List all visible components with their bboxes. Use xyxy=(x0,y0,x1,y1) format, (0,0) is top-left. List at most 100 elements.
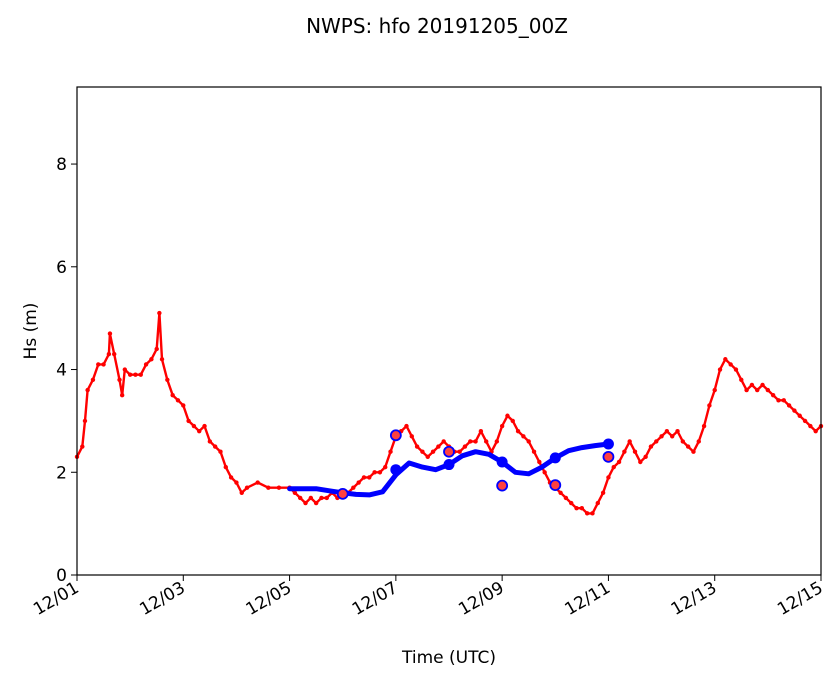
series-0-point-68 xyxy=(436,444,441,449)
series-0-point-102 xyxy=(616,459,622,465)
series-0-point-46 xyxy=(319,495,324,501)
series-0-point-32 xyxy=(223,464,228,470)
series-3-point-2 xyxy=(443,445,455,458)
series-0-point-77 xyxy=(484,439,489,444)
series-0-point-87 xyxy=(537,459,542,465)
series-0-point-1 xyxy=(80,444,85,449)
series-0-point-138 xyxy=(808,423,813,429)
series-0-point-108 xyxy=(648,444,654,449)
series-0-point-127 xyxy=(749,382,755,388)
series-0-point-30 xyxy=(212,444,218,449)
series-0-point-122 xyxy=(723,357,728,362)
series-0-point-27 xyxy=(197,428,202,434)
series-0-point-17 xyxy=(149,357,154,362)
series-0-point-131 xyxy=(770,393,776,398)
series-0-point-85 xyxy=(526,439,531,444)
series-0-point-69 xyxy=(441,439,446,444)
series-0-point-31 xyxy=(218,449,223,454)
series-0-point-13 xyxy=(127,372,133,377)
series-0-point-96 xyxy=(584,511,590,516)
series-0-point-33 xyxy=(228,475,234,480)
series-0-point-15 xyxy=(138,372,143,377)
series-0-point-55 xyxy=(367,475,372,480)
series-0-point-9 xyxy=(112,351,117,357)
series-0-point-64 xyxy=(414,444,420,449)
series-0-point-35 xyxy=(239,490,244,496)
series-0-point-18 xyxy=(154,346,159,352)
plot-frame xyxy=(76,86,822,576)
series-0-point-72 xyxy=(457,449,462,454)
series-0-point-80 xyxy=(499,423,505,429)
series-0-point-101 xyxy=(611,464,616,470)
series-0-point-54 xyxy=(361,475,367,480)
series-0-point-4 xyxy=(90,377,96,382)
series-0-point-63 xyxy=(409,434,414,439)
series-0-point-129 xyxy=(760,382,765,388)
series-0-point-53 xyxy=(356,480,361,485)
series-0-point-121 xyxy=(717,367,723,372)
series-0-point-112 xyxy=(670,434,675,439)
series-0-point-52 xyxy=(351,485,356,490)
series-0-point-76 xyxy=(478,428,484,434)
series-3-point-4 xyxy=(549,479,562,492)
series-0-point-43 xyxy=(303,500,308,506)
series-0-point-103 xyxy=(622,449,627,454)
series-0-point-111 xyxy=(664,428,670,434)
series-0-point-100 xyxy=(606,475,611,480)
series-0-point-99 xyxy=(600,490,606,496)
series-0-point-91 xyxy=(558,490,563,496)
series-0-point-113 xyxy=(675,428,680,434)
series-0-point-5 xyxy=(96,362,101,367)
series-0-point-114 xyxy=(680,439,686,444)
series-0-point-58 xyxy=(383,464,388,470)
series-0-point-97 xyxy=(590,511,595,516)
series-0-point-132 xyxy=(776,398,781,403)
series-layer xyxy=(74,310,824,516)
series-2 xyxy=(390,438,614,476)
series-0-point-24 xyxy=(181,403,186,408)
series-0-point-130 xyxy=(765,387,771,393)
series-0-point-81 xyxy=(505,413,510,418)
series-0-point-104 xyxy=(627,439,632,444)
series-0-point-57 xyxy=(377,470,383,475)
y-tick-label-2: 4 xyxy=(56,361,67,381)
series-0-point-123 xyxy=(728,362,733,367)
series-0-point-137 xyxy=(802,418,808,424)
chart-title: NWPS: hfo 20191205_00Z xyxy=(306,14,568,38)
series-0-point-120 xyxy=(712,387,717,393)
series-2-point-0 xyxy=(390,464,402,476)
series-0-point-23 xyxy=(175,398,181,403)
series-0-point-139 xyxy=(813,428,818,434)
series-0-point-118 xyxy=(701,423,707,429)
series-0-point-28 xyxy=(202,423,207,429)
series-0-point-2 xyxy=(82,418,88,424)
series-0-point-14 xyxy=(133,372,138,377)
series-0-point-128 xyxy=(755,387,760,393)
series-3-point-1 xyxy=(389,429,402,442)
series-3-point-3 xyxy=(496,479,509,492)
series-0-point-74 xyxy=(468,439,473,444)
series-0-point-105 xyxy=(632,449,638,454)
series-0-point-44 xyxy=(308,495,314,501)
series-3 xyxy=(336,429,615,500)
series-0-point-117 xyxy=(696,439,701,444)
series-0-point-110 xyxy=(659,434,664,439)
series-0-point-124 xyxy=(733,367,739,372)
series-2-point-1 xyxy=(443,459,455,471)
series-0-point-59 xyxy=(388,449,393,454)
series-0-point-106 xyxy=(638,459,643,465)
series-0-point-22 xyxy=(170,393,175,398)
y-tick-label-0: 0 xyxy=(56,566,67,586)
series-0-point-26 xyxy=(191,423,197,429)
series-0-point-21 xyxy=(165,377,170,382)
y-tick-label-1: 2 xyxy=(56,463,67,483)
series-0-point-93 xyxy=(569,500,574,506)
series-0-point-36 xyxy=(244,485,250,490)
series-0-point-19 xyxy=(157,310,162,316)
series-3-point-0 xyxy=(336,487,349,500)
series-0-point-98 xyxy=(595,500,600,506)
series-0-point-65 xyxy=(420,449,425,454)
series-0-point-136 xyxy=(797,413,802,418)
